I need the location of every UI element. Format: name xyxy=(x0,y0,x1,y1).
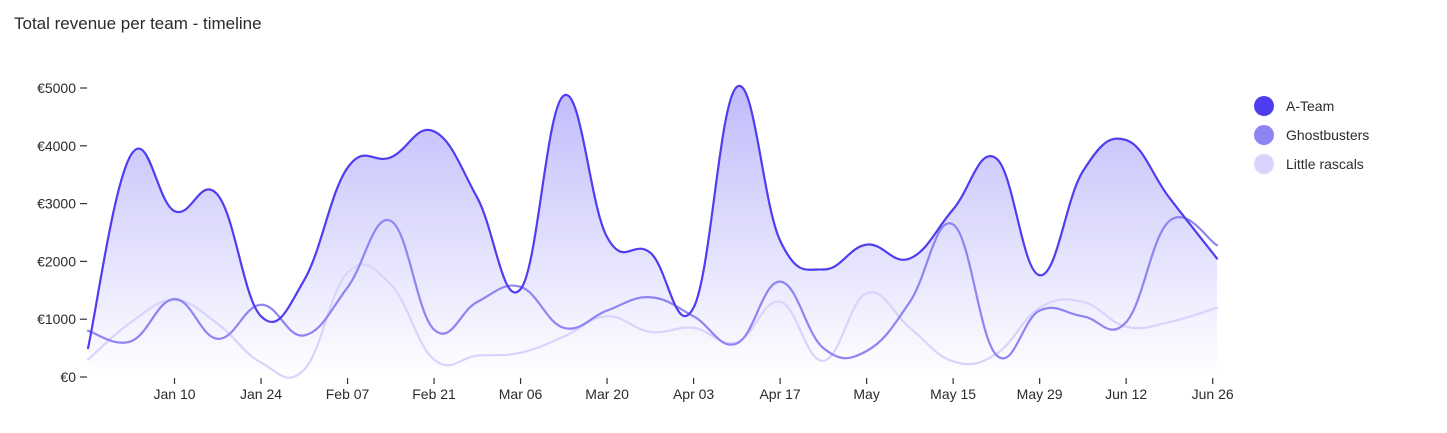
legend-swatch-ghostbusters xyxy=(1254,124,1274,145)
legend-item-little-rascals[interactable]: Little rascals xyxy=(1254,149,1369,178)
y-axis: €0 €1000 €2000 €3000 €4000 €5000 xyxy=(37,80,87,385)
chart-title: Total revenue per team - timeline xyxy=(14,14,262,33)
series-layer xyxy=(86,84,1219,379)
y-tick-label: €2000 xyxy=(37,253,76,269)
x-tick-label: Jun 12 xyxy=(1105,386,1147,402)
y-tick-label: €4000 xyxy=(37,138,76,154)
area-fill-a-team xyxy=(88,85,1217,377)
x-tick-label: Feb 07 xyxy=(326,386,370,402)
x-tick-label: Apr 03 xyxy=(673,386,714,402)
x-tick-label: Jun 26 xyxy=(1192,386,1234,402)
x-tick-label: May 15 xyxy=(930,386,976,402)
x-tick-label: Feb 21 xyxy=(412,386,456,402)
y-tick-label: €5000 xyxy=(37,80,76,96)
legend-label-a-team: A-Team xyxy=(1286,97,1335,114)
x-axis: Jan 10 Jan 24 Feb 07 Feb 21 Mar 06 Mar 20 Apr … xyxy=(153,378,1234,402)
x-tick-label: Apr 17 xyxy=(759,386,800,402)
x-tick-label: Mar 20 xyxy=(585,386,629,402)
legend-item-ghostbusters[interactable]: Ghostbusters xyxy=(1254,120,1369,149)
y-tick-label: €0 xyxy=(60,369,76,385)
x-tick-label: Mar 06 xyxy=(499,386,543,402)
legend-item-a-team[interactable]: A-Team xyxy=(1254,91,1369,120)
x-tick-label: Jan 10 xyxy=(153,386,195,402)
legend: A-Team Ghostbusters Little rascals xyxy=(1254,91,1369,178)
y-tick-label: €3000 xyxy=(37,196,76,212)
legend-label-little-rascals: Little rascals xyxy=(1286,155,1364,172)
x-tick-label: May 29 xyxy=(1017,386,1063,402)
x-tick-label: Jan 24 xyxy=(240,386,282,402)
series-line-a-team[interactable] xyxy=(86,84,1219,350)
legend-swatch-little-rascals xyxy=(1254,153,1274,174)
series-line-little-rascals[interactable] xyxy=(86,263,1219,379)
legend-swatch-a-team xyxy=(1254,95,1274,116)
y-tick-label: €1000 xyxy=(37,311,76,327)
legend-label-ghostbusters: Ghostbusters xyxy=(1286,126,1370,143)
series-line-ghostbusters[interactable] xyxy=(86,216,1219,360)
x-tick-label: May xyxy=(853,386,879,402)
